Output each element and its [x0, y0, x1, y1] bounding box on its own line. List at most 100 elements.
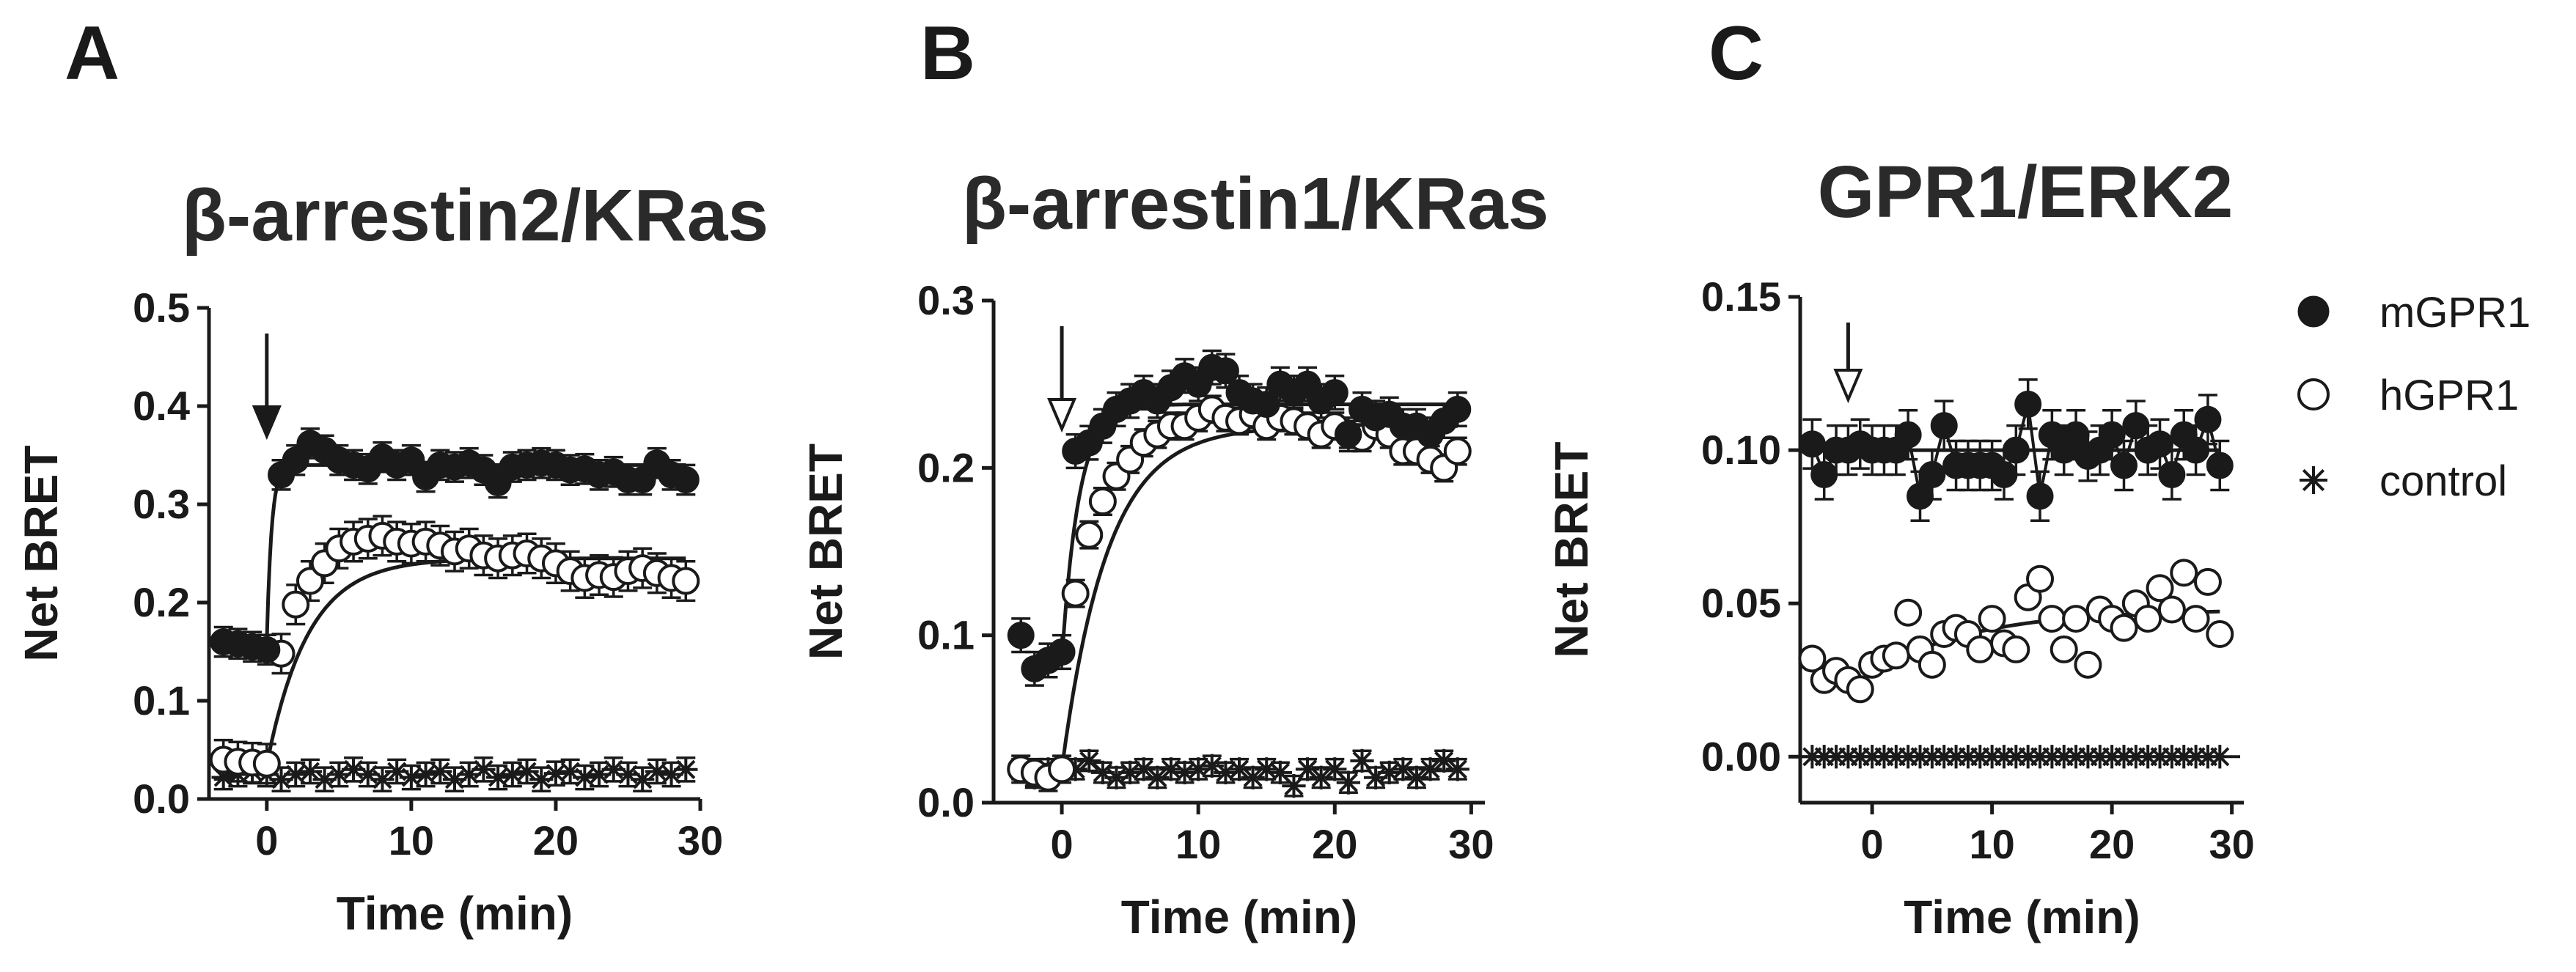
data-point-hgpr1: [2170, 559, 2198, 587]
data-point-control: [1323, 757, 1347, 781]
panel-letter: B: [920, 11, 975, 96]
data-point-mgpr1: [2158, 461, 2186, 489]
data-point-control: [1968, 745, 1992, 769]
y-axis-label: Net BRET: [1545, 441, 1598, 658]
data-point-control: [1309, 765, 1333, 789]
data-point-control: [631, 767, 655, 792]
data-point-hgpr1: [1978, 605, 2006, 633]
y-tick-label: 0.2: [133, 579, 190, 625]
data-point-hgpr1: [1048, 755, 1076, 784]
data-point-control: [1872, 745, 1896, 769]
data-point-hgpr1: [282, 590, 310, 619]
legend-label-hgpr1: hGPR1: [2379, 372, 2519, 419]
data-point-mgpr1: [1252, 391, 1280, 419]
legend-marker-hgpr1: [2297, 378, 2330, 410]
data-point-control: [1896, 745, 1920, 769]
data-point-control: [1908, 745, 1932, 769]
data-point-control: [428, 759, 452, 784]
data-point-control: [1159, 757, 1184, 781]
data-point-mgpr1: [1321, 379, 1348, 407]
y-tick-label: 0.3: [133, 481, 190, 527]
data-point-hgpr1: [1882, 641, 1910, 670]
data-point-control: [1186, 757, 1211, 781]
data-point-control: [385, 759, 409, 784]
data-point-hgpr1: [2074, 650, 2102, 679]
data-point-control: [2124, 745, 2148, 769]
data-point-control: [1255, 757, 1279, 781]
data-point-mgpr1: [2194, 405, 2222, 433]
data-point-control: [1282, 774, 1306, 798]
data-point-control: [1824, 745, 1849, 769]
y-tick-label: 0.0: [133, 776, 190, 822]
data-point-control: [1104, 765, 1129, 789]
data-point-control: [1227, 757, 1252, 781]
y-tick-label: 0.1: [133, 677, 190, 724]
data-point-control: [1200, 754, 1224, 778]
legend: mGPR1 hGPR1 control: [2297, 289, 2531, 505]
data-point-control: [674, 757, 698, 781]
data-point-control: [587, 762, 612, 787]
data-point-control: [1404, 765, 1429, 789]
data-point-control: [558, 759, 582, 784]
data-point-mgpr1: [2062, 421, 2090, 449]
data-point-control: [442, 767, 467, 792]
data-point-control: [2184, 745, 2208, 769]
data-point-control: [1848, 745, 1872, 769]
legend-marker-mgpr1: [2297, 295, 2330, 328]
data-point-control: [2148, 745, 2172, 769]
data-point-control: [1241, 765, 1265, 789]
data-point-control: [2028, 745, 2052, 769]
x-tick-label: 10: [1969, 821, 2014, 867]
data-point-control: [2004, 745, 2028, 769]
data-point-control: [645, 759, 669, 784]
data-point-hgpr1: [1088, 487, 1117, 515]
data-point-hgpr1: [1918, 650, 1946, 679]
data-point-control: [211, 765, 235, 789]
data-point-mgpr1: [1907, 482, 1934, 510]
x-tick-label: 0: [1050, 821, 1073, 867]
y-tick-label: 0.10: [1701, 427, 1781, 473]
data-point-control: [2076, 745, 2100, 769]
data-point-control: [485, 765, 510, 789]
legend-marker-control: [2300, 466, 2327, 494]
data-point-control: [2088, 745, 2112, 769]
panel-letter: C: [1709, 11, 1764, 96]
x-tick-label: 10: [389, 817, 434, 864]
data-point-mgpr1: [2098, 421, 2126, 449]
data-point-mgpr1: [1211, 357, 1239, 385]
y-tick-label: 0.4: [133, 383, 190, 429]
y-tick-label: 0.05: [1701, 580, 1781, 626]
data-point-mgpr1: [1798, 430, 1826, 458]
data-point-control: [2136, 745, 2160, 769]
data-point-control: [1350, 748, 1374, 773]
data-point-control: [1268, 760, 1292, 785]
data-point-control: [1992, 745, 2017, 769]
data-point-mgpr1: [1444, 395, 1472, 423]
data-point-control: [457, 762, 481, 787]
data-point-control: [2063, 745, 2088, 769]
data-point-control: [1980, 745, 2004, 769]
x-tick-label: 0: [255, 817, 278, 864]
data-point-control: [370, 767, 395, 792]
data-point-mgpr1: [1894, 421, 1922, 449]
panel-b: Bβ-arrestin1/KRas 0.0 0.1 0.2 0.3 0 10 20 30 Time…: [799, 11, 1549, 943]
x-axis-label: Time (min): [1904, 891, 2140, 943]
y-axis-label: Net BRET: [15, 445, 67, 661]
data-point-mgpr1: [2206, 452, 2234, 479]
y-tick-label: 0.1: [917, 612, 975, 658]
data-point-control: [1432, 748, 1456, 773]
data-point-control: [543, 762, 568, 786]
y-tick-label: 0.15: [1701, 273, 1781, 320]
data-point-control: [616, 762, 640, 787]
data-point-mgpr1: [2014, 390, 2042, 418]
data-point-control: [2112, 745, 2136, 769]
data-point-control: [529, 767, 554, 792]
data-point-control: [601, 757, 625, 781]
data-point-mgpr1: [1810, 461, 1838, 489]
data-point-hgpr1: [1443, 437, 1472, 465]
y-tick-label: 0.3: [917, 277, 975, 323]
data-point-control: [298, 759, 323, 784]
data-point-hgpr1: [2206, 620, 2234, 648]
data-point-mgpr1: [2026, 482, 2054, 510]
